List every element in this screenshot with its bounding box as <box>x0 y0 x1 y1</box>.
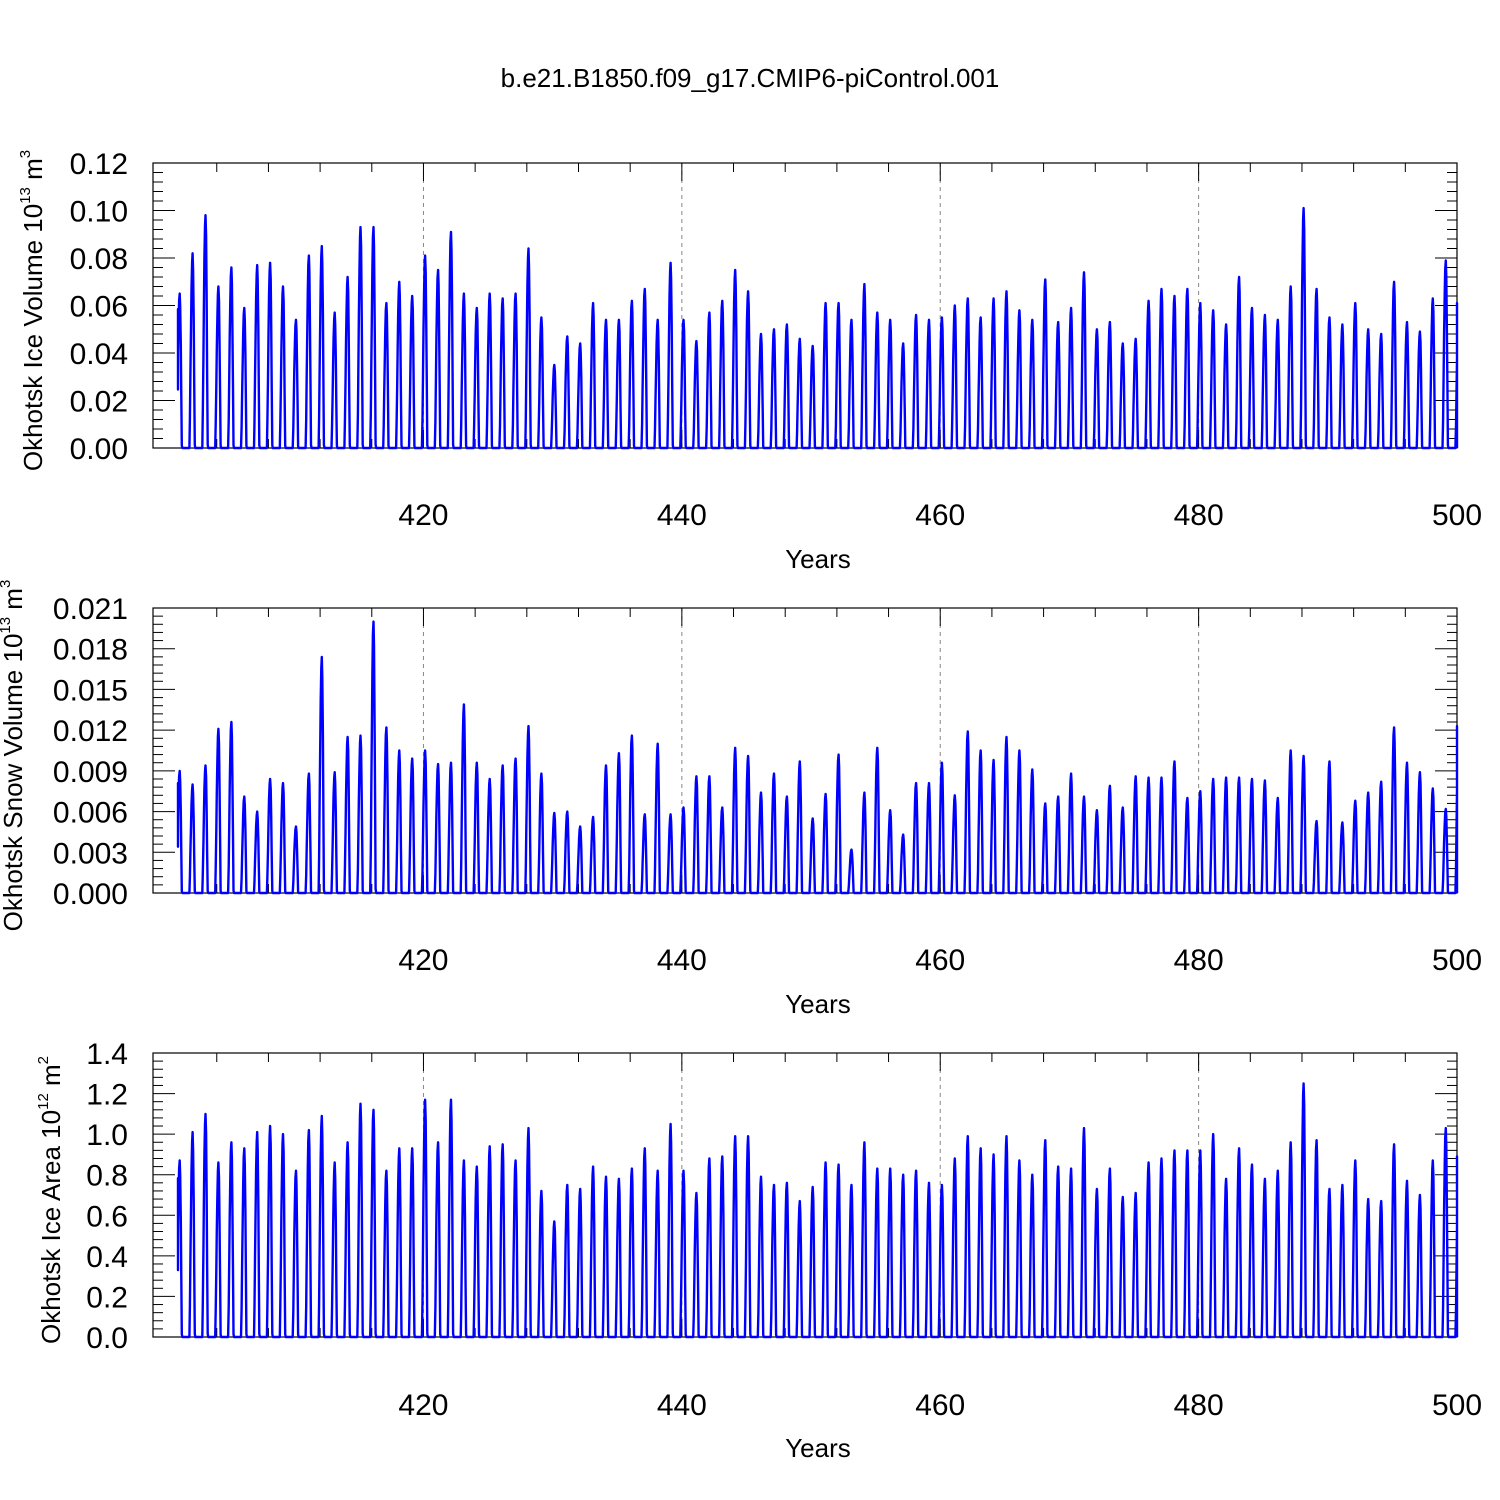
y-tick-label: 0.04 <box>70 338 128 371</box>
y-tick-label: 0.018 <box>53 634 128 667</box>
panel-1: 0.00 0.02 0.04 0.06 0.08 0.10 0.12 420 440 460 480… <box>17 148 1482 574</box>
y-tick-label: 0.0 <box>86 1322 128 1355</box>
y-axis-label: Okhotsk Ice Area 1012 m2 <box>35 1056 66 1344</box>
x-tick-label: 460 <box>915 499 965 532</box>
x-tick-label: 500 <box>1432 499 1482 532</box>
y-tick-label: 0.003 <box>53 837 128 870</box>
panel-2: 0.000 0.003 0.006 0.009 0.012 0.015 0.018 0.021… <box>0 580 1482 1019</box>
y-tick-label: 0.4 <box>86 1241 128 1274</box>
x-tick-label: 440 <box>657 1389 707 1422</box>
y-tick-label: 0.02 <box>70 386 128 419</box>
x-tick-label: 420 <box>398 944 448 977</box>
x-tick-label: 500 <box>1432 944 1482 977</box>
y-axis-label: Okhotsk Snow Volume 1013 m3 <box>0 580 28 932</box>
x-tick-label: 420 <box>398 1389 448 1422</box>
series-line-1 <box>176 620 1459 895</box>
y-tick-label: 0.06 <box>70 291 128 324</box>
y-axis-label-text: Okhotsk Ice Volume 10 <box>18 204 48 471</box>
x-tick-label: 440 <box>657 499 707 532</box>
y-axis-label-superscript: 13 <box>0 617 14 634</box>
y-tick-label: 1.0 <box>86 1119 128 1152</box>
figure-title: b.e21.B1850.f09_g17.CMIP6-piControl.001 <box>501 63 1000 93</box>
x-tick-label: 460 <box>915 1389 965 1422</box>
y-tick-label: 0.012 <box>53 715 128 748</box>
x-tick-label: 480 <box>1174 944 1224 977</box>
y-axis-label-superscript: 2 <box>35 1056 52 1064</box>
y-axis-label-text: m <box>0 588 28 617</box>
y-tick-label: 0.009 <box>53 756 128 789</box>
y-axis-label-text: m <box>36 1064 66 1093</box>
x-tick-label: 500 <box>1432 1389 1482 1422</box>
y-axis-label-superscript: 3 <box>0 580 14 588</box>
y-axis-label-text: Okhotsk Ice Area 10 <box>36 1110 66 1344</box>
x-tick-label: 460 <box>915 944 965 977</box>
y-axis-label-text: Okhotsk Snow Volume 10 <box>0 634 28 932</box>
y-axis-label-superscript: 12 <box>35 1093 52 1110</box>
panel-3: 0.0 0.2 0.4 0.6 0.8 1.0 1.2 1.4 420 440 460 480 500 Y… <box>35 1038 1482 1463</box>
x-tick-label: 440 <box>657 944 707 977</box>
y-tick-label: 0.00 <box>70 433 128 466</box>
series-line-1 <box>176 1082 1459 1339</box>
y-tick-label: 0.6 <box>86 1200 128 1233</box>
y-tick-label: 0.006 <box>53 797 128 830</box>
x-axis-label: Years <box>785 544 851 574</box>
y-tick-label: 0.08 <box>70 243 128 276</box>
y-tick-label: 0.2 <box>86 1281 128 1314</box>
y-tick-label: 0.021 <box>53 593 128 626</box>
x-tick-label: 480 <box>1174 499 1224 532</box>
series-line-1 <box>176 206 1459 450</box>
y-tick-label: 0.10 <box>70 196 128 229</box>
y-tick-label: 0.12 <box>70 148 128 181</box>
x-axis-label: Years <box>785 1433 851 1463</box>
y-axis-label-superscript: 13 <box>17 187 34 204</box>
y-tick-label: 0.8 <box>86 1160 128 1193</box>
x-axis-label: Years <box>785 989 851 1019</box>
y-axis-label: Okhotsk Ice Volume 1013 m3 <box>17 150 48 471</box>
y-axis-label-superscript: 3 <box>17 150 34 158</box>
y-tick-label: 0.000 <box>53 878 128 911</box>
y-tick-label: 1.2 <box>86 1079 128 1112</box>
y-tick-label: 0.015 <box>53 674 128 707</box>
y-axis-label-text: m <box>18 158 48 187</box>
x-tick-label: 420 <box>398 499 448 532</box>
y-tick-label: 1.4 <box>86 1038 128 1071</box>
x-tick-label: 480 <box>1174 1389 1224 1422</box>
